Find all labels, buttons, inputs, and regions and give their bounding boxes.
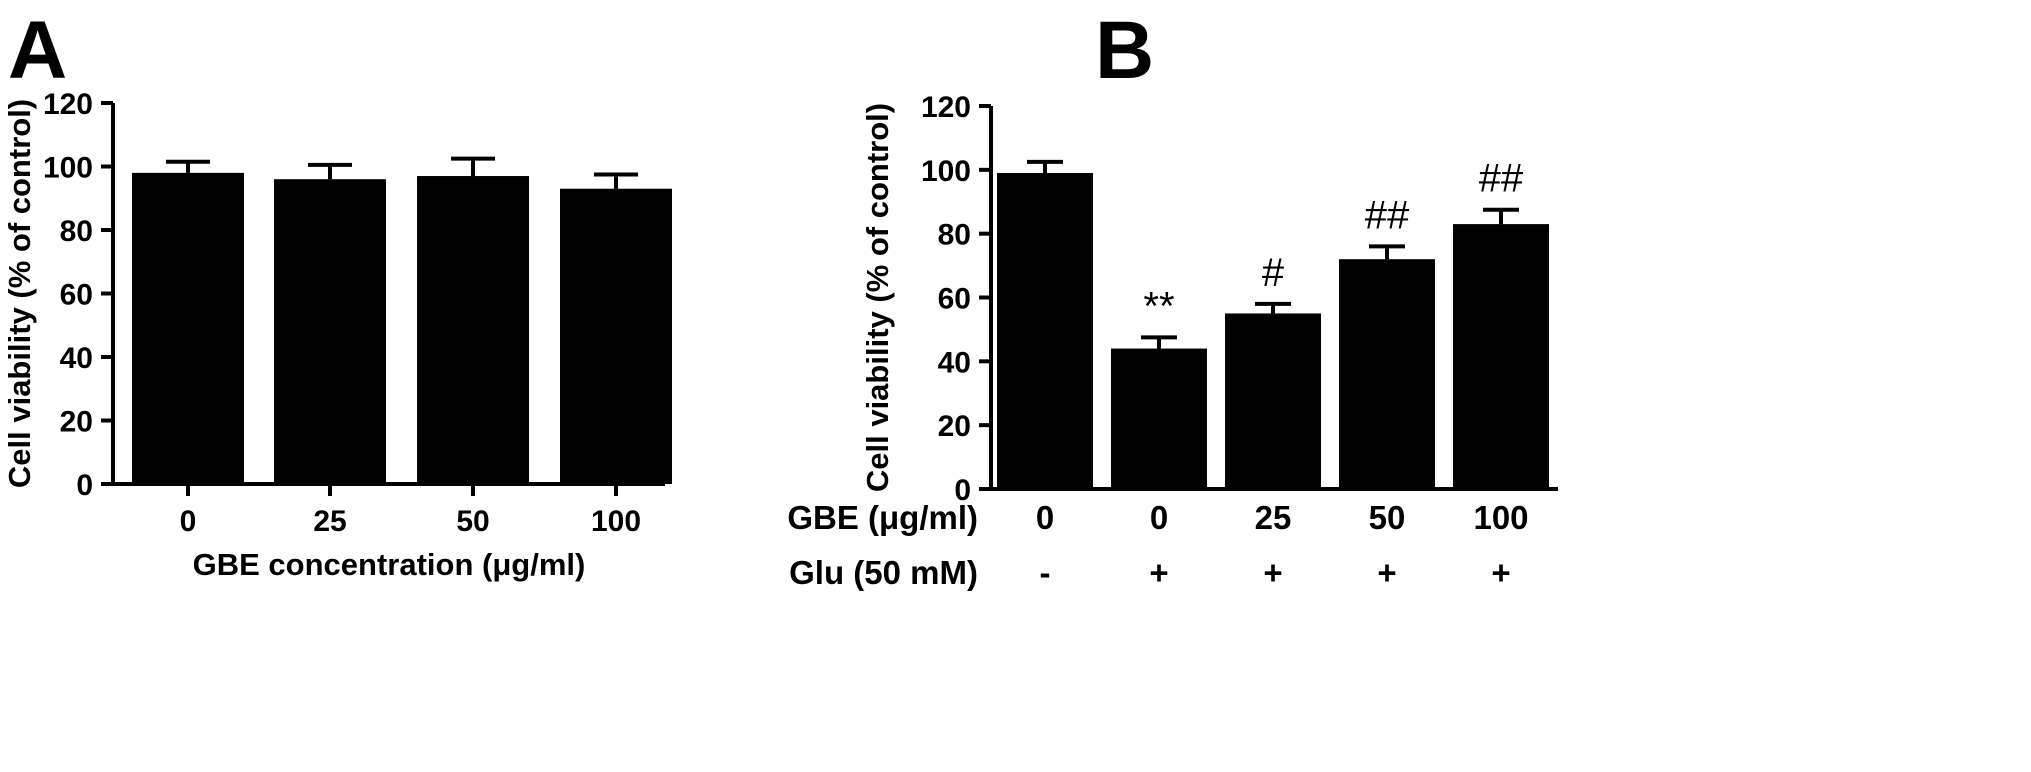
row-value: 25 [1255,499,1292,536]
y-tick-label: 40 [60,342,93,375]
y-tick-label: 100 [43,152,93,185]
bar [274,179,386,484]
row-value: 0 [1036,499,1054,536]
x-tick-label: 0 [180,505,197,538]
y-axis-title: Cell viability (% of control) [2,99,37,488]
y-tick-label: 60 [938,283,971,316]
bar [997,173,1093,489]
x-tick-label: 25 [313,505,346,538]
y-tick-label: 120 [43,88,93,121]
bar [560,188,672,484]
x-tick-label: 100 [591,505,641,538]
row-value: + [1263,554,1282,591]
bar [1111,348,1207,489]
y-tick-label: 60 [60,279,93,312]
row-label: Glu (50 mM) [789,554,978,591]
chart-b: 0 20 40 60 80 100 120 Cell viability (% of cont… [787,91,1558,591]
row-value: + [1149,554,1168,591]
y-tick-label: 100 [921,155,971,188]
bar [1225,313,1321,489]
row-value: 0 [1150,499,1168,536]
row-label: GBE (μg/ml) [787,499,978,536]
bar [417,176,529,484]
x-axis-title: GBE concentration (μg/ml) [193,547,586,582]
y-tick-label: 40 [938,346,971,379]
panel-letter-a: A [8,5,67,96]
y-tick-label: 80 [938,219,971,252]
y-tick-label: 0 [76,469,93,502]
row-value: 100 [1473,499,1528,536]
y-tick-label: 120 [921,91,971,124]
row-value: + [1377,554,1396,591]
bar [1453,224,1549,489]
y-tick-label: 80 [60,215,93,248]
y-tick-label: 20 [938,410,971,443]
y-axis-title: Cell viability (% of control) [860,103,895,492]
panel-letter-b: B [1095,5,1154,96]
significance-marker: ## [1479,157,1524,201]
significance-marker: ** [1143,284,1174,328]
row-value: + [1491,554,1510,591]
row-value: 50 [1369,499,1406,536]
y-tick-label: 0 [954,474,971,507]
y-tick-label: 20 [60,406,93,439]
significance-marker: # [1262,251,1285,295]
bar [1339,259,1435,489]
row-value: - [1040,554,1051,591]
x-tick-label: 50 [456,505,489,538]
bar [132,172,244,484]
significance-marker: ## [1365,193,1410,237]
